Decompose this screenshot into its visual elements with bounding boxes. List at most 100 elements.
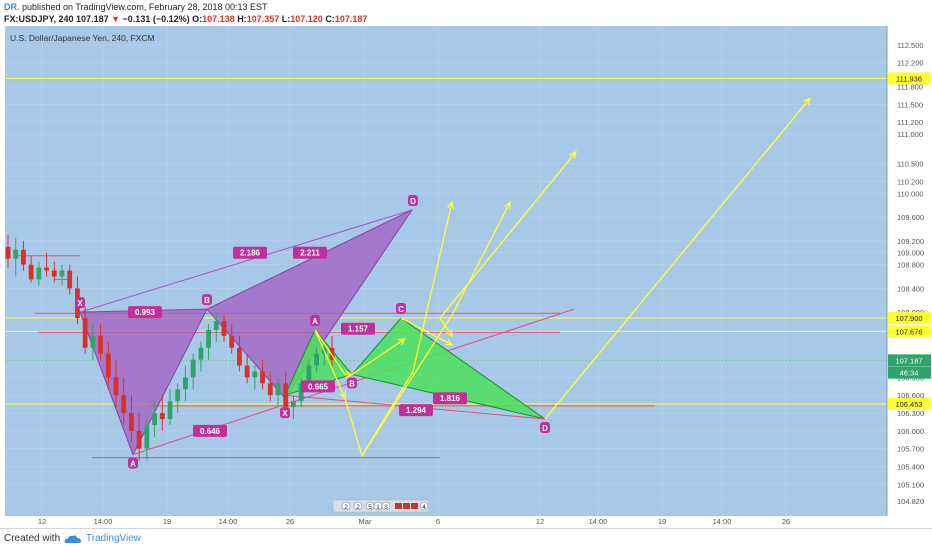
open-label: O: bbox=[192, 14, 203, 24]
x-tick-label: 14:00 bbox=[219, 517, 238, 526]
candle-body bbox=[129, 413, 134, 431]
point-letter: A bbox=[130, 460, 136, 469]
change-value: −0.131 (−0.12%) bbox=[122, 14, 190, 24]
event-count: 1 bbox=[376, 504, 380, 511]
ratio-label-box bbox=[293, 246, 327, 259]
candle-body bbox=[44, 267, 49, 271]
candle-body bbox=[183, 377, 188, 390]
y-tick-label: 106.000 bbox=[897, 427, 924, 436]
y-tick-label: 109.000 bbox=[897, 249, 924, 258]
open-value: 107.138 bbox=[202, 14, 235, 24]
candle-body bbox=[237, 347, 242, 366]
candle-body bbox=[198, 347, 204, 360]
ratio-label-box bbox=[193, 424, 227, 437]
candle-body bbox=[244, 365, 250, 378]
ratio-label: 0.646 bbox=[200, 427, 221, 436]
y-tick-label: 105.400 bbox=[897, 462, 924, 471]
point-marker bbox=[396, 303, 406, 315]
candle-body bbox=[67, 270, 73, 289]
arrow-head bbox=[345, 370, 354, 379]
y-tick-label: 112.200 bbox=[897, 59, 924, 68]
point-marker bbox=[128, 457, 138, 469]
x-tick-label: 26 bbox=[782, 517, 790, 526]
price-badge-label: 107.676 bbox=[895, 327, 922, 336]
candle-body bbox=[267, 383, 273, 396]
price-badge-label: 46:34 bbox=[900, 369, 919, 378]
arrow-head bbox=[445, 328, 453, 338]
arrow-head bbox=[447, 200, 455, 210]
y-tick-label: 110.500 bbox=[897, 160, 924, 169]
point-marker bbox=[347, 377, 357, 389]
point-letter: D bbox=[410, 197, 416, 206]
y-tick-label: 110.200 bbox=[897, 177, 924, 186]
y-tick-label: 109.200 bbox=[897, 237, 924, 246]
candle-body bbox=[283, 383, 289, 408]
event-count: 2 bbox=[344, 504, 348, 511]
point-marker bbox=[540, 421, 550, 433]
candle-body bbox=[5, 246, 11, 259]
ratio-label-box bbox=[301, 380, 335, 393]
x-tick-label: 14:00 bbox=[589, 517, 608, 526]
x-tick-label: Mar bbox=[359, 517, 372, 526]
projection-path bbox=[314, 329, 352, 376]
ratio-label: 1.157 bbox=[348, 325, 369, 334]
candle-body bbox=[260, 371, 265, 384]
candle-body bbox=[136, 430, 142, 449]
point-letter: B bbox=[204, 296, 210, 305]
y-tick-label: 105.700 bbox=[897, 445, 924, 454]
author-name[interactable]: DR. bbox=[4, 2, 20, 12]
time-axis-ticks: 12 14:00 19 14:00 26 Mar 6 12 14:00 19 14:00 26 bbox=[38, 517, 790, 526]
candle-body bbox=[159, 413, 165, 419]
candle-body bbox=[252, 371, 258, 378]
projection-path bbox=[361, 201, 511, 457]
price-badge-label: 107.900 bbox=[895, 314, 922, 323]
candle-body bbox=[213, 321, 219, 330]
point-marker bbox=[310, 314, 320, 326]
last-price: 107.187 bbox=[76, 14, 109, 24]
y-tick-label: 112.500 bbox=[897, 41, 924, 50]
point-letter: D bbox=[542, 424, 548, 433]
y-tick-label: 111.000 bbox=[897, 130, 923, 139]
x-tick-label: 6 bbox=[436, 517, 440, 526]
event-marker bbox=[341, 501, 351, 511]
candle-body bbox=[306, 365, 312, 384]
price-chart[interactable]: U.S. Dollar/Japanese Yen, 240, FXCM X A B A… bbox=[0, 26, 932, 528]
price-badge-label: 111.936 bbox=[896, 74, 922, 83]
flag-icon bbox=[395, 503, 402, 509]
point-letter: X bbox=[77, 299, 83, 308]
x-tick-label: 19 bbox=[658, 517, 666, 526]
low-label: L: bbox=[281, 14, 291, 24]
y-tick-label: 111.500 bbox=[897, 100, 923, 109]
candle-body bbox=[21, 249, 26, 265]
ratio-label: 2.186 bbox=[240, 249, 261, 258]
event-count: 5 bbox=[368, 504, 372, 511]
event-count: 3 bbox=[384, 504, 388, 511]
ratio-label: 0.993 bbox=[135, 308, 156, 317]
tradingview-logo[interactable]: TradingView bbox=[86, 533, 142, 544]
candle-body bbox=[175, 389, 181, 402]
point-letter: C bbox=[398, 305, 404, 314]
candle-body bbox=[291, 401, 296, 408]
time-axis[interactable] bbox=[5, 516, 887, 528]
point-letter: A bbox=[312, 317, 318, 326]
footer: Created with TradingView bbox=[0, 528, 932, 551]
tradingview-cloud-icon bbox=[64, 535, 81, 543]
x-tick-label: 12 bbox=[38, 517, 46, 526]
point-letter: X bbox=[282, 409, 288, 418]
candle-body bbox=[59, 270, 65, 277]
point-letter: B bbox=[349, 379, 355, 388]
candle-body bbox=[329, 347, 335, 360]
price-axis[interactable] bbox=[887, 26, 932, 528]
candle-body bbox=[314, 353, 319, 366]
projection-arrows bbox=[314, 97, 811, 458]
arrow-head bbox=[569, 150, 577, 159]
high-value: 107.357 bbox=[246, 14, 280, 24]
candle-body bbox=[105, 353, 111, 378]
candle-body bbox=[36, 267, 42, 280]
bat-bcd-triangle bbox=[206, 208, 414, 400]
event-count: 4 bbox=[422, 504, 426, 511]
arrow-head bbox=[504, 200, 511, 210]
candle-body bbox=[121, 395, 127, 414]
ratio-label: 1.294 bbox=[406, 406, 427, 415]
